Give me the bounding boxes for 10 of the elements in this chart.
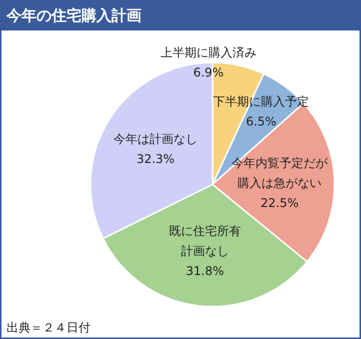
slice-label: 今年内覧予定だが購入は急がない: [232, 156, 329, 190]
data-label: 31.8%: [186, 264, 224, 278]
slice-label: 既に住宅所有計画なし: [168, 224, 241, 258]
chart-title: 今年の住宅購入計画: [6, 6, 142, 24]
data-label: 22.5%: [260, 196, 299, 210]
slice-label: 上半期に購入済み: [160, 46, 256, 60]
source-note: 出典＝２４日付: [6, 320, 90, 334]
data-label: 6.5%: [246, 114, 276, 128]
slice-label: 今年は計画なし: [114, 132, 198, 146]
data-label: 32.3%: [136, 152, 175, 166]
